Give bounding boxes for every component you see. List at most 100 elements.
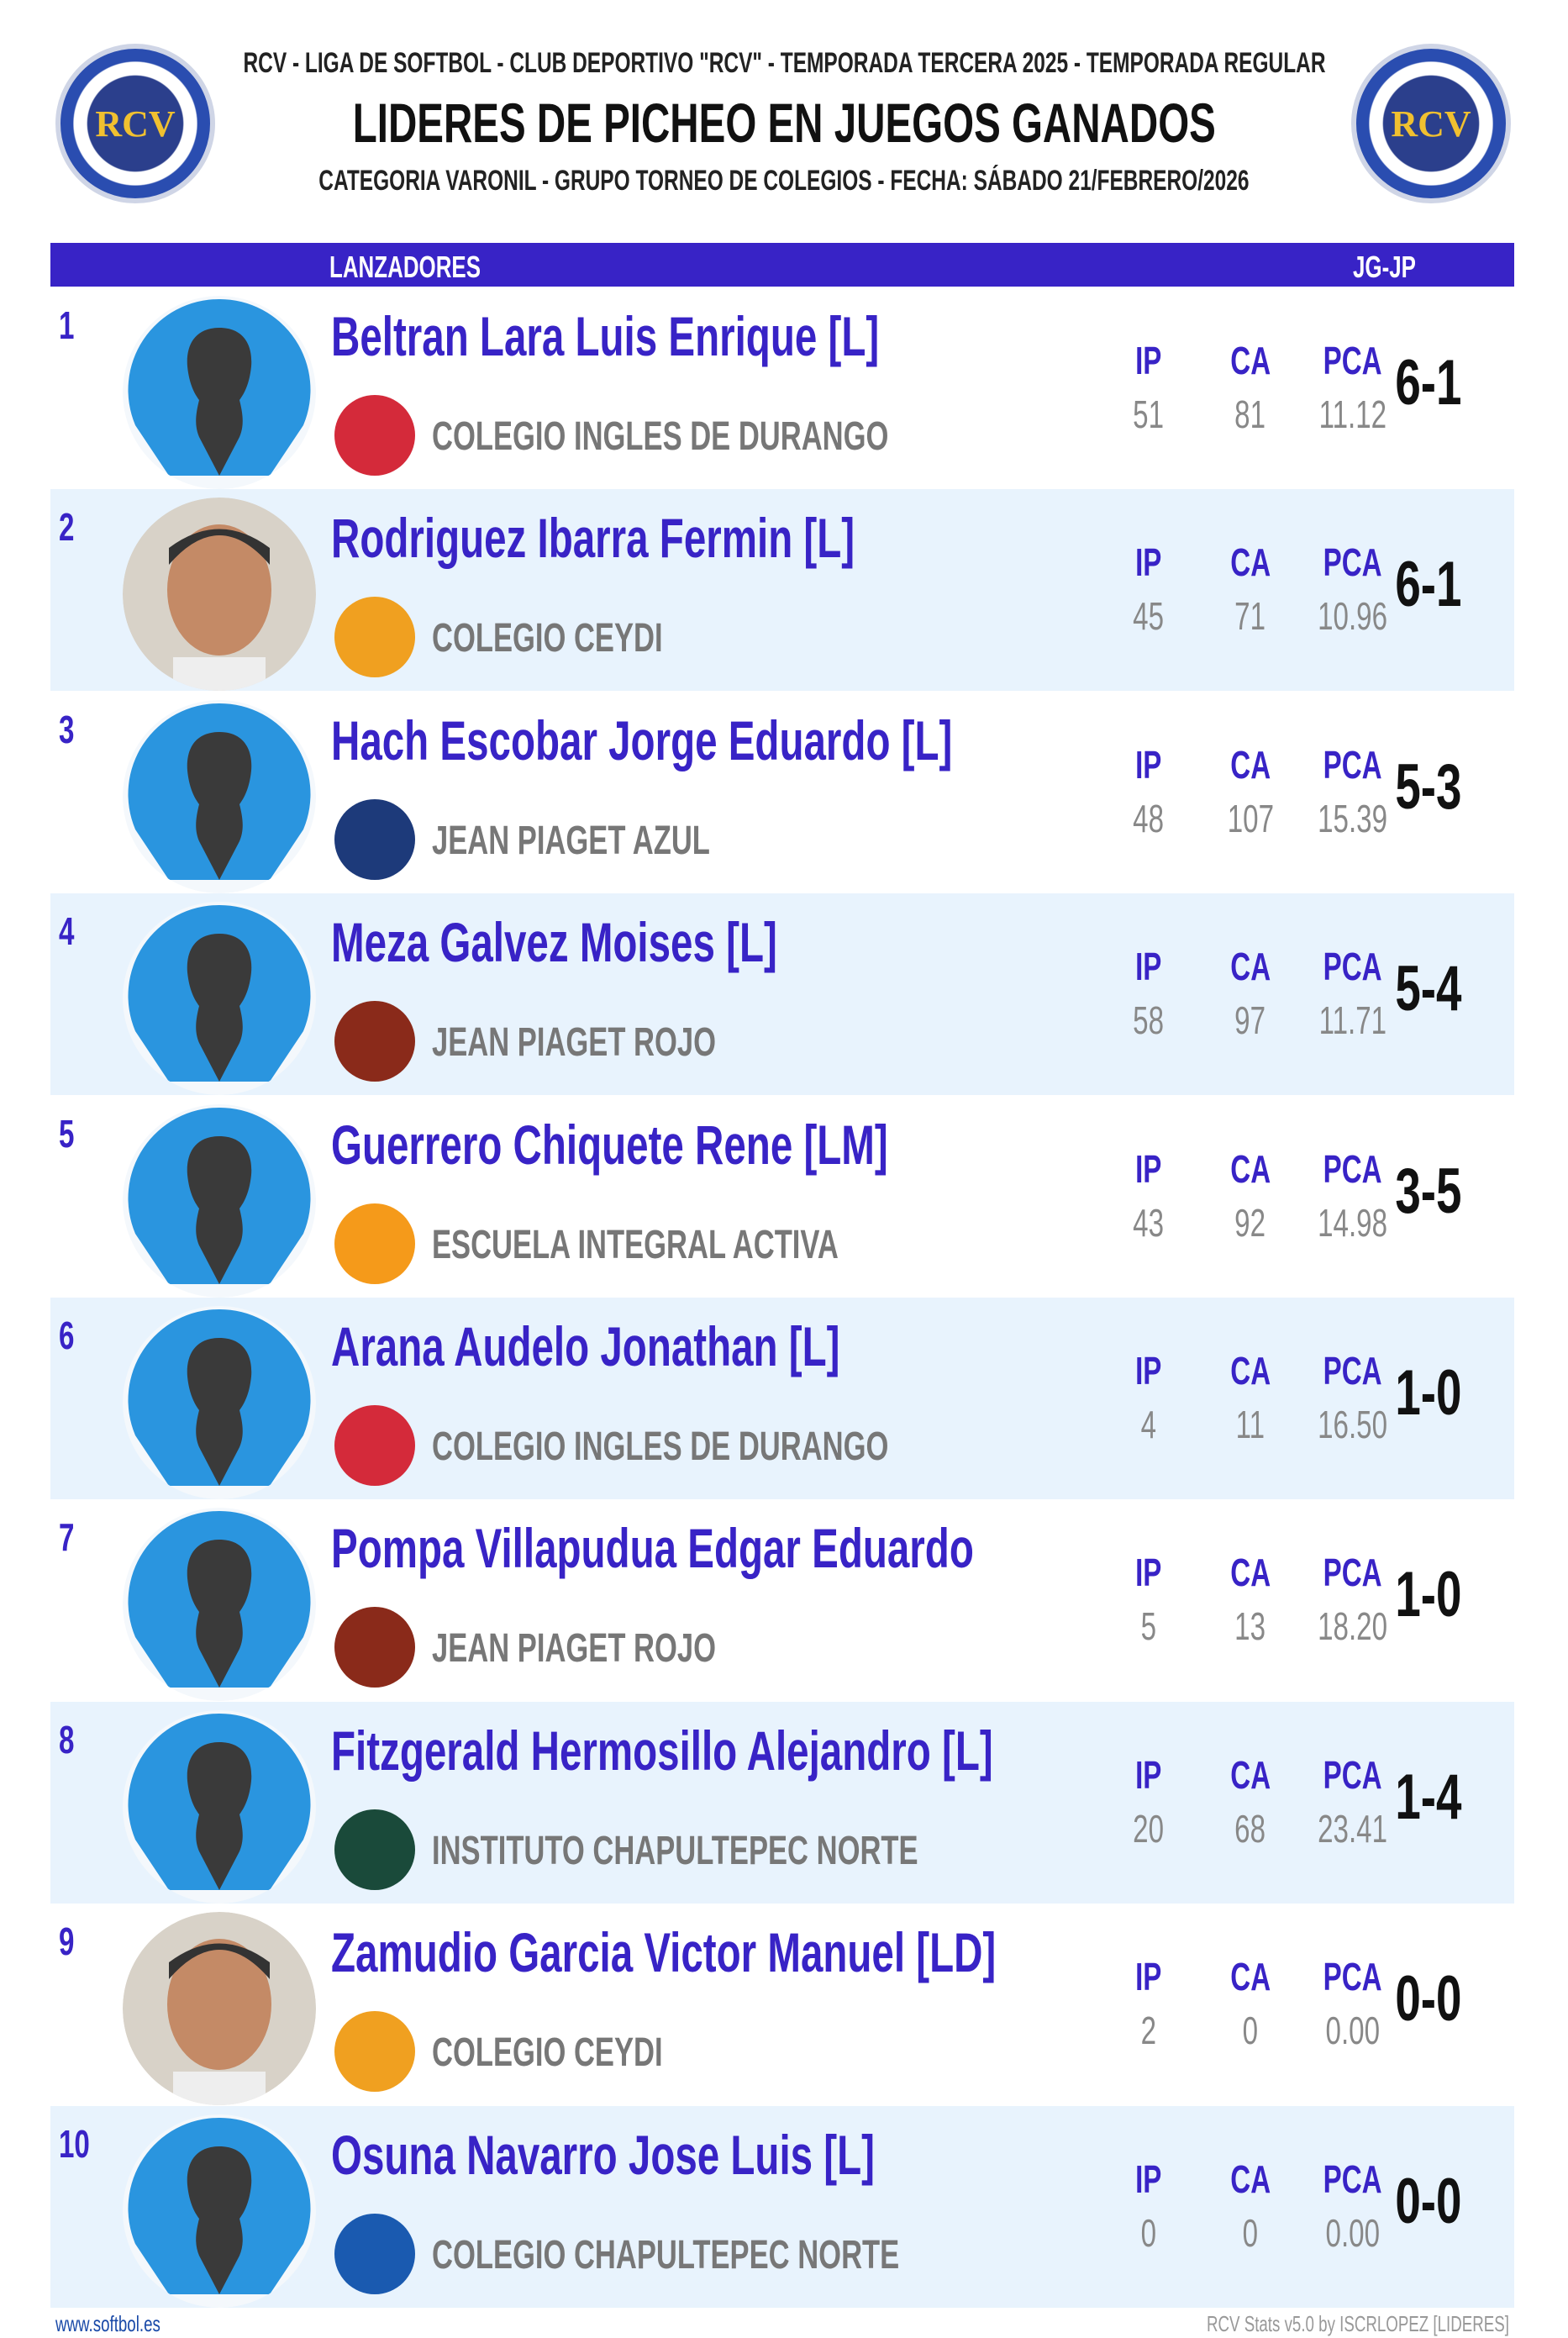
pitcher-name: Guerrero Chiquete Rene [LM] <box>331 1113 888 1176</box>
table-row: 5 Guerrero Chiquete Rene [LM] ESCUELA IN… <box>50 1096 1514 1298</box>
pitcher-name: Hach Escobar Jorge Eduardo [L] <box>331 708 953 771</box>
value-ip: 45 <box>1133 594 1165 639</box>
table-row: 4 Meza Galvez Moises [L] JEAN PIAGET ROJ… <box>50 893 1514 1096</box>
team-name: COLEGIO CEYDI <box>432 616 663 661</box>
rank: 2 <box>59 505 75 550</box>
label-pca: PCA <box>1323 1955 1382 1999</box>
value-ip: 4 <box>1140 1403 1157 1446</box>
label-ca: CA <box>1230 1752 1271 1797</box>
label-pca: PCA <box>1323 1551 1382 1595</box>
rank: 3 <box>59 707 75 751</box>
avatar <box>123 498 316 692</box>
label-ip: IP <box>1135 2156 1162 2201</box>
avatar <box>123 699 316 893</box>
team-name: JEAN PIAGET ROJO <box>432 1020 716 1066</box>
page-title: LIDERES DE PICHEO EN JUEGOS GANADOS <box>352 92 1216 154</box>
label-pca: PCA <box>1323 540 1382 585</box>
label-pca: PCA <box>1323 2156 1382 2201</box>
win-loss-record: 1-4 <box>1395 1761 1462 1833</box>
avatar <box>123 1103 316 1298</box>
avatar <box>123 1306 316 1499</box>
value-ca: 0 <box>1242 2009 1259 2053</box>
team-name: COLEGIO CHAPULTEPEC NORTE <box>432 2232 900 2277</box>
table-row: 9 Zamudio Garcia Victor Manuel [LD] COLE… <box>50 1904 1514 2106</box>
value-ip: 58 <box>1133 998 1165 1043</box>
value-pca: 14.98 <box>1318 1200 1388 1245</box>
value-ca: 81 <box>1234 392 1266 436</box>
pitcher-name: Zamudio Garcia Victor Manuel [LD] <box>331 1921 997 1984</box>
label-ip: IP <box>1135 1349 1162 1393</box>
value-ca: 11 <box>1235 1403 1265 1446</box>
label-ip: IP <box>1135 945 1162 989</box>
table-row: 10 Osuna Navarro Jose Luis [L] COLEGIO C… <box>50 2105 1514 2308</box>
win-loss-record: 6-1 <box>1395 347 1462 419</box>
pitcher-name: Osuna Navarro Jose Luis [L] <box>331 2123 875 2186</box>
pitcher-name: Arana Audelo Jonathan [L] <box>331 1315 840 1377</box>
table-header: LANZADORES JG-JP <box>50 243 1514 287</box>
team-logo-icon <box>334 2213 415 2294</box>
table-row: 1 Beltran Lara Luis Enrique [L] COLEGIO … <box>50 287 1514 489</box>
value-pca: 0.00 <box>1325 2210 1381 2255</box>
win-loss-record: 1-0 <box>1395 1559 1462 1631</box>
value-ca: 68 <box>1234 1806 1266 1851</box>
value-pca: 23.41 <box>1318 1806 1388 1851</box>
column-pitchers: LANZADORES <box>329 250 481 284</box>
value-pca: 18.20 <box>1318 1604 1388 1649</box>
value-pca: 11.71 <box>1318 998 1387 1043</box>
value-ca: 71 <box>1234 594 1266 639</box>
label-ca: CA <box>1230 1955 1271 1999</box>
value-pca: 15.39 <box>1318 796 1388 840</box>
team-name: COLEGIO INGLES DE DURANGO <box>432 414 889 459</box>
team-name: INSTITUTO CHAPULTEPEC NORTE <box>432 1828 918 1873</box>
label-ip: IP <box>1135 1752 1162 1797</box>
table-row: 8 Fitzgerald Hermosillo Alejandro [L] IN… <box>50 1701 1514 1904</box>
avatar <box>123 2114 316 2308</box>
value-ip: 2 <box>1140 2009 1157 2053</box>
pitcher-name: Rodriguez Ibarra Fermin [L] <box>331 507 855 570</box>
label-ca: CA <box>1230 1146 1271 1191</box>
label-ca: CA <box>1230 339 1271 382</box>
team-name: COLEGIO CEYDI <box>432 2030 663 2076</box>
footer-credits: RCV Stats v5.0 by ISCRLOPEZ [LIDERES] <box>1207 2311 1509 2336</box>
win-loss-record: 5-3 <box>1395 750 1462 823</box>
team-name: ESCUELA INTEGRAL ACTIVA <box>432 1222 839 1267</box>
avatar <box>123 1709 316 1904</box>
win-loss-record: 0-0 <box>1395 1963 1462 2035</box>
label-pca: PCA <box>1323 945 1382 989</box>
league-logo-right: RCV <box>1351 44 1511 203</box>
win-loss-record: 0-0 <box>1395 2165 1462 2237</box>
value-pca: 0.00 <box>1325 2009 1381 2053</box>
win-loss-record: 1-0 <box>1395 1357 1462 1429</box>
value-ca: 107 <box>1227 796 1274 840</box>
header-category: CATEGORIA VARONIL - GRUPO TORNEO DE COLE… <box>318 165 1250 197</box>
value-ip: 20 <box>1133 1806 1165 1851</box>
rank: 8 <box>59 1717 75 1761</box>
label-ip: IP <box>1135 1146 1162 1191</box>
team-name: COLEGIO INGLES DE DURANGO <box>432 1424 889 1469</box>
footer-website[interactable]: www.softbol.es <box>55 2311 160 2336</box>
label-pca: PCA <box>1323 742 1382 787</box>
label-ip: IP <box>1135 1955 1162 1999</box>
table-row: 3 Hach Escobar Jorge Eduardo [L] JEAN PI… <box>50 692 1514 893</box>
team-name: JEAN PIAGET AZUL <box>432 818 710 863</box>
team-logo-icon <box>334 1001 415 1082</box>
team-logo-icon <box>334 1203 415 1284</box>
label-ip: IP <box>1135 742 1162 787</box>
table-row: 7 Pompa Villapudua Edgar Eduardo JEAN PI… <box>50 1499 1514 1702</box>
league-logo-left: RCV <box>55 44 215 203</box>
header-subtitle: RCV - LIGA DE SOFTBOL - CLUB DEPORTIVO "… <box>242 47 1326 79</box>
value-ip: 0 <box>1140 2210 1157 2255</box>
team-logo-icon <box>334 2011 415 2093</box>
label-pca: PCA <box>1323 339 1382 382</box>
label-ca: CA <box>1230 2156 1271 2201</box>
avatar <box>123 296 316 489</box>
team-name: JEAN PIAGET ROJO <box>432 1626 716 1672</box>
label-pca: PCA <box>1323 1752 1382 1797</box>
win-loss-record: 5-4 <box>1395 953 1462 1025</box>
label-ip: IP <box>1135 1551 1162 1595</box>
value-pca: 11.12 <box>1318 392 1387 436</box>
team-logo-icon <box>334 798 415 880</box>
rank: 5 <box>59 1111 75 1156</box>
label-pca: PCA <box>1323 1349 1382 1393</box>
column-record: JG-JP <box>1353 250 1416 284</box>
